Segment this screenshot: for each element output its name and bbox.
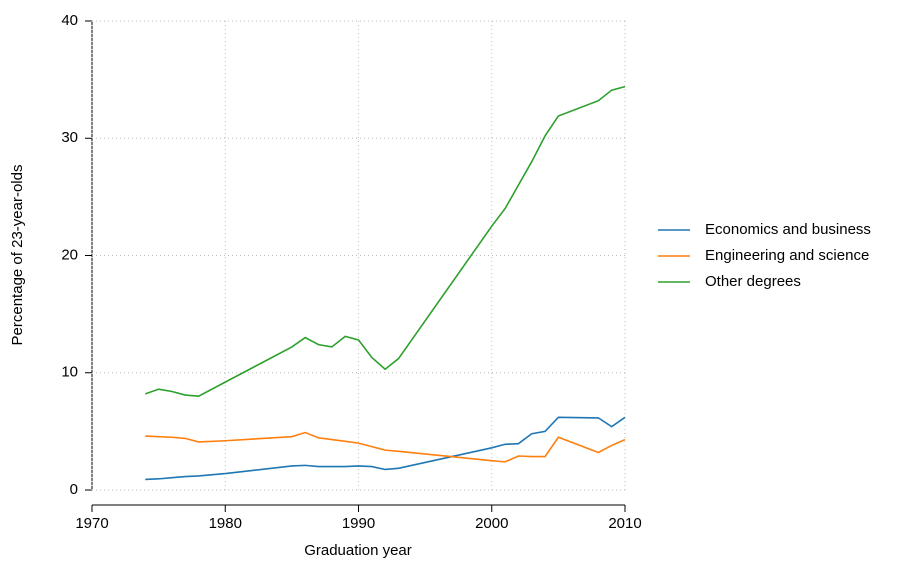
y-tick-label: 10 <box>61 364 78 381</box>
legend-label: Economics and business <box>705 221 871 238</box>
y-tick-label: 30 <box>61 129 78 146</box>
data-line <box>145 431 626 463</box>
x-tick-label: 2010 <box>608 515 641 532</box>
x-axis-label: Graduation year <box>304 542 412 559</box>
y-tick-label: 0 <box>70 481 78 498</box>
x-tick-label: 2000 <box>475 515 508 532</box>
data-line <box>145 85 626 398</box>
legend-label: Other degrees <box>705 273 801 290</box>
data-line <box>145 416 626 481</box>
y-axis-label: Percentage of 23-year-olds <box>9 165 26 346</box>
x-tick-label: 1970 <box>75 515 108 532</box>
y-tick-label: 20 <box>61 246 78 263</box>
x-tick-label: 1990 <box>342 515 375 532</box>
legend-label: Engineering and science <box>705 247 869 264</box>
x-tick-label: 1980 <box>209 515 242 532</box>
y-tick-label: 40 <box>61 12 78 29</box>
